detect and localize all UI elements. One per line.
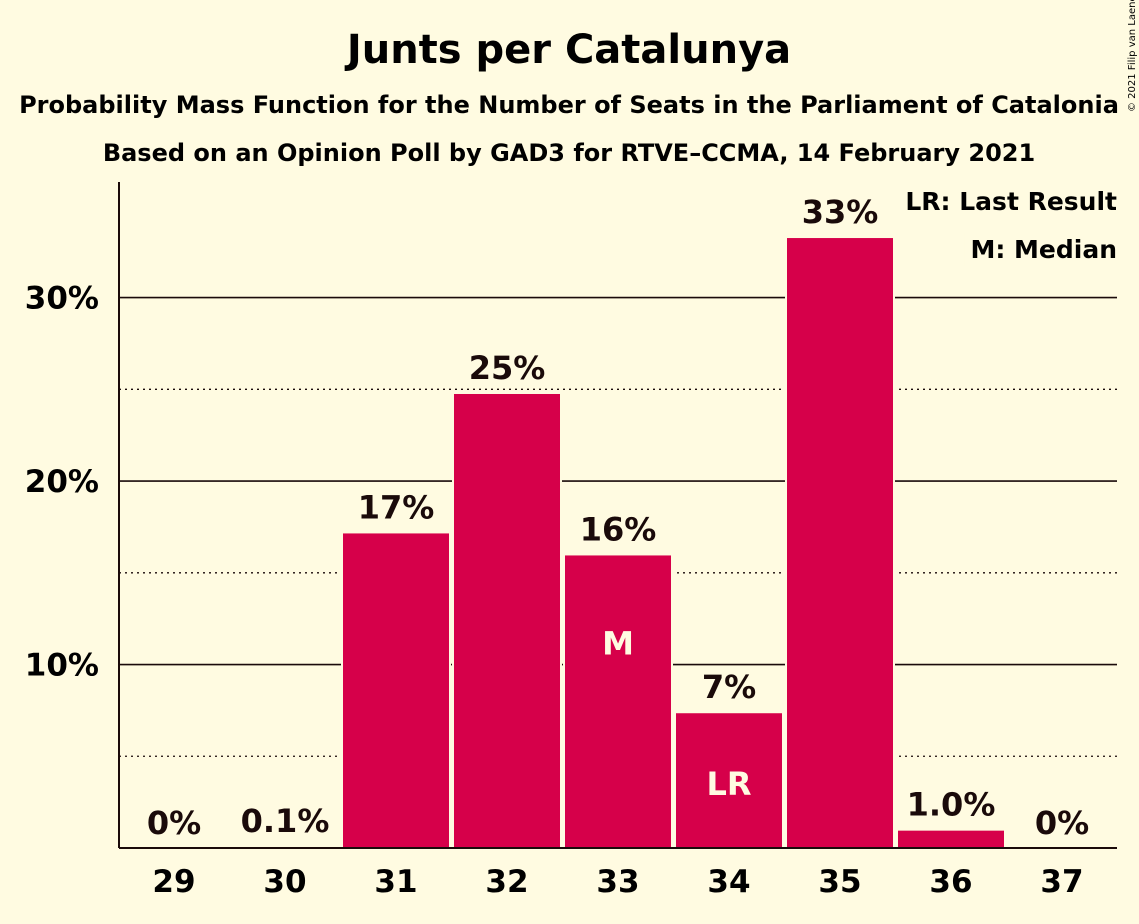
bar-marker-m: M xyxy=(602,625,634,663)
value-label-33: 16% xyxy=(580,510,657,548)
x-tick-32: 32 xyxy=(485,864,528,900)
legend-last-result: LR: Last Result xyxy=(905,187,1117,216)
chart-subtitle: Probability Mass Function for the Number… xyxy=(19,91,1119,119)
x-tick-34: 34 xyxy=(707,864,750,900)
x-tick-30: 30 xyxy=(263,864,306,900)
x-tick-labels: 29 30 31 32 33 34 35 36 37 xyxy=(152,864,1083,900)
y-tick-labels: 10% 20% 30% xyxy=(25,281,99,684)
value-label-31: 17% xyxy=(358,488,435,526)
copyright-notice: © 2021 Filip van Laenen xyxy=(1127,0,1138,112)
x-tick-31: 31 xyxy=(374,864,417,900)
x-tick-29: 29 xyxy=(152,864,195,900)
value-label-37: 0% xyxy=(1035,804,1089,842)
value-label-29: 0% xyxy=(147,804,201,842)
x-tick-37: 37 xyxy=(1040,864,1083,900)
legend-median: M: Median xyxy=(970,235,1117,264)
value-label-35: 33% xyxy=(802,193,879,231)
value-label-36: 1.0% xyxy=(907,786,996,824)
y-tick-30: 30% xyxy=(25,281,99,317)
value-labels: 0% 0.1% 17% 25% 16% M 7% LR 33% 1.0% 0% xyxy=(147,193,1089,842)
y-tick-10: 10% xyxy=(25,648,99,684)
chart-title: Junts per Catalunya xyxy=(344,27,791,73)
value-label-34: 7% xyxy=(702,668,756,706)
value-label-30: 0.1% xyxy=(241,802,330,840)
bar-marker-lr: LR xyxy=(706,765,751,803)
y-tick-20: 20% xyxy=(25,464,99,500)
bar-36 xyxy=(896,828,1006,849)
bar-35 xyxy=(785,236,895,849)
axes xyxy=(118,182,1117,849)
bar-31 xyxy=(341,531,451,849)
x-tick-36: 36 xyxy=(929,864,972,900)
legend-background xyxy=(899,185,1120,218)
value-label-32: 25% xyxy=(469,349,546,387)
x-tick-35: 35 xyxy=(818,864,861,900)
x-tick-33: 33 xyxy=(596,864,639,900)
bar-32 xyxy=(452,391,562,849)
chart-subtitle-poll: Based on an Opinion Poll by GAD3 for RTV… xyxy=(103,139,1035,167)
legend-background xyxy=(964,233,1119,266)
bar-33 xyxy=(563,553,673,849)
